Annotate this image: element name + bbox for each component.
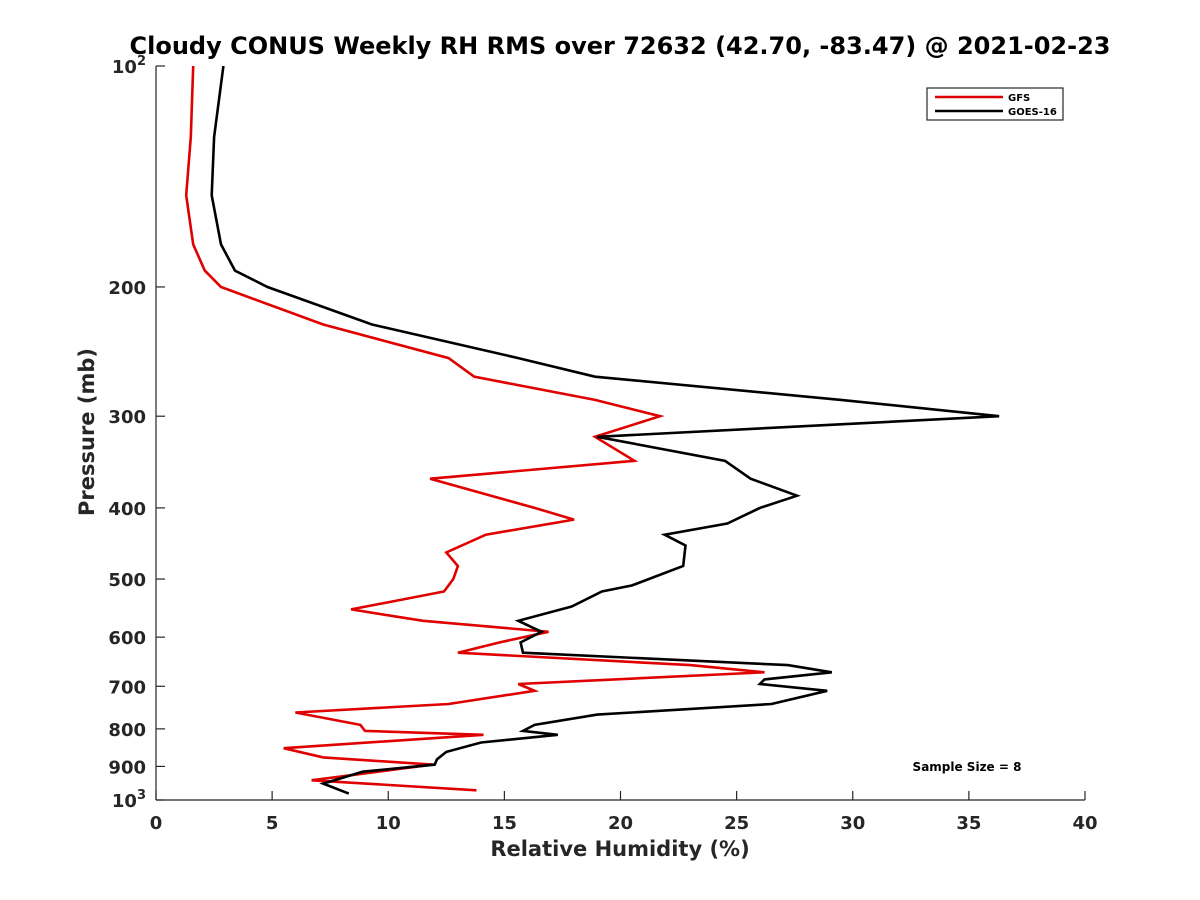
x-axis-label: Relative Humidity (%) bbox=[490, 837, 749, 861]
x-tick-label: 0 bbox=[150, 813, 163, 834]
x-axis: 0 5 10 15 20 25 30 35 40 bbox=[150, 791, 1098, 834]
y-tick-label: 500 bbox=[108, 570, 146, 591]
y-tick-label: 800 bbox=[108, 720, 146, 741]
x-tick-label: 30 bbox=[840, 813, 865, 834]
series-line-goes-16 bbox=[210, 65, 1000, 795]
legend-box bbox=[926, 87, 1064, 121]
y-tick-label: 200 bbox=[108, 278, 146, 299]
legend-label: GOES-16 bbox=[1008, 107, 1057, 118]
x-tick-label: 15 bbox=[492, 813, 517, 834]
x-tick-label: 5 bbox=[266, 813, 279, 834]
y-tick-label: 102 bbox=[112, 54, 146, 78]
x-tick-label: 40 bbox=[1072, 813, 1097, 834]
series-line-gfs bbox=[184, 65, 765, 792]
x-tick-label: 10 bbox=[376, 813, 401, 834]
y-tick-label: 400 bbox=[108, 499, 146, 520]
y-tick-label: 700 bbox=[108, 677, 146, 698]
sample-size-annotation: Sample Size = 8 bbox=[913, 760, 1022, 774]
y-axis-label: Pressure (mb) bbox=[75, 348, 99, 516]
chart-title: Cloudy CONUS Weekly RH RMS over 72632 (4… bbox=[130, 32, 1111, 60]
x-tick-label: 35 bbox=[956, 813, 981, 834]
legend: GFS GOES-16 bbox=[926, 87, 1064, 121]
y-tick-label: 600 bbox=[108, 628, 146, 649]
x-tick-label: 20 bbox=[608, 813, 633, 834]
y-tick-label: 900 bbox=[108, 757, 146, 778]
y-axis: 102 200 300 400 500 600 700 800 900 103 bbox=[108, 54, 165, 812]
legend-label: GFS bbox=[1008, 93, 1030, 104]
y-tick-label: 300 bbox=[108, 407, 146, 428]
x-tick-label: 25 bbox=[724, 813, 749, 834]
y-tick-label: 103 bbox=[112, 788, 146, 812]
